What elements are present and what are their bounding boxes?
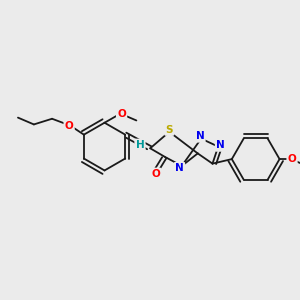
Text: N: N: [175, 163, 184, 173]
Text: N: N: [196, 131, 204, 141]
Text: S: S: [166, 124, 173, 134]
Text: O: O: [117, 109, 126, 118]
Text: H: H: [136, 140, 144, 150]
Text: O: O: [288, 154, 296, 164]
Text: O: O: [151, 169, 160, 179]
Text: O: O: [65, 121, 74, 130]
Text: N: N: [216, 140, 225, 151]
